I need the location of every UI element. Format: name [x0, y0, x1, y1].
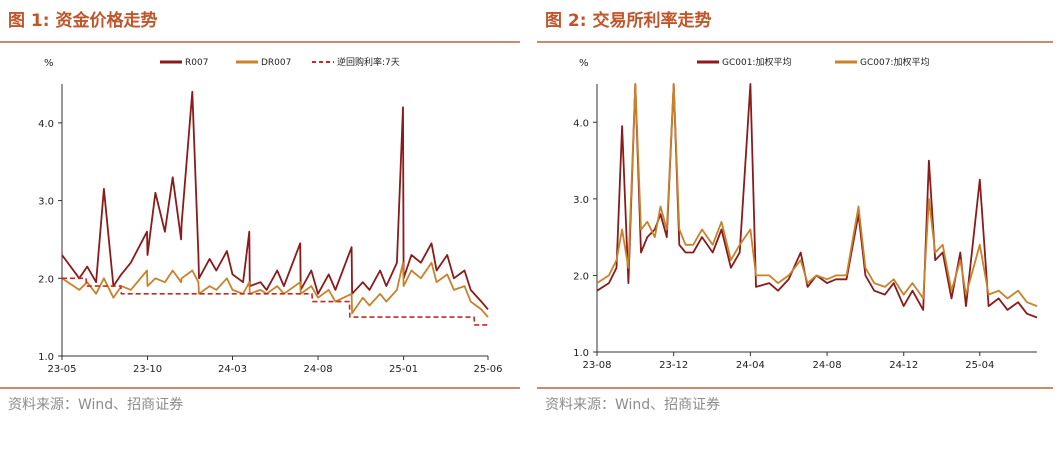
figure-panel-2: 图 2: 交易所利率走势 % 1.0 2.0 3.0 4.0 23-08 23-12 24-0… — [537, 0, 1057, 470]
figure-title: 图 1: 资金价格走势 — [8, 11, 158, 31]
x-tick-label: 24-08 — [304, 364, 333, 375]
source-note: 资料来源：Wind、招商证券 — [545, 397, 721, 413]
x-tick-label: 25-06 — [473, 364, 502, 375]
figure-title: 图 2: 交易所利率走势 — [545, 11, 712, 31]
y-axis-unit: % — [44, 58, 54, 69]
figure-panel-1: 图 1: 资金价格走势 % 1.0 2.0 3.0 4.0 23-05 23-10 24-03… — [0, 0, 520, 470]
source-rule — [0, 387, 520, 389]
series-line-gc007 — [597, 83, 1038, 307]
y-axis-unit: % — [579, 58, 589, 69]
series-line-r007 — [62, 90, 489, 310]
x-tick-label: 23-05 — [47, 364, 76, 375]
y-tick-label: 2.0 — [38, 274, 54, 285]
x-tick-label: 24-12 — [889, 360, 918, 371]
x-tick-label: 23-08 — [582, 360, 611, 371]
title-rule — [537, 41, 1053, 43]
series-line-dr007 — [62, 261, 489, 318]
x-tick-label: 24-04 — [736, 360, 765, 371]
series-line-gc001 — [597, 83, 1038, 319]
chart-money-market-rates: % 1.0 2.0 3.0 4.0 23-05 23-10 24-03 24-08 25-01 25… — [38, 56, 502, 375]
x-tick-label: 24-03 — [218, 364, 247, 375]
y-tick-label: 3.0 — [573, 195, 589, 206]
x-tick-label: 23-10 — [133, 364, 162, 375]
x-tick-label: 23-12 — [659, 360, 688, 371]
legend-label: 逆回购利率:7天 — [337, 56, 400, 68]
y-tick-label: 4.0 — [38, 119, 54, 130]
source-note: 资料来源：Wind、招商证券 — [8, 397, 184, 413]
series-line-7 — [62, 277, 488, 326]
legend-label: GC007:加权平均 — [860, 56, 929, 68]
y-tick-label: 1.0 — [38, 352, 54, 363]
legend-label: R007 — [185, 58, 208, 68]
legend-label: GC001:加权平均 — [722, 56, 791, 68]
x-tick-label: 25-04 — [965, 360, 994, 371]
source-rule — [537, 387, 1053, 389]
chart-exchange-rates: % 1.0 2.0 3.0 4.0 23-08 23-12 24-04 24-08 24-12 25… — [573, 56, 1038, 371]
y-tick-label: 3.0 — [38, 197, 54, 208]
title-rule — [0, 41, 520, 43]
x-tick-label: 25-01 — [389, 364, 418, 375]
y-tick-label: 2.0 — [573, 271, 589, 282]
x-tick-label: 24-08 — [813, 360, 842, 371]
y-tick-label: 1.0 — [573, 348, 589, 359]
legend-label: DR007 — [261, 58, 291, 68]
y-tick-label: 4.0 — [573, 118, 589, 129]
